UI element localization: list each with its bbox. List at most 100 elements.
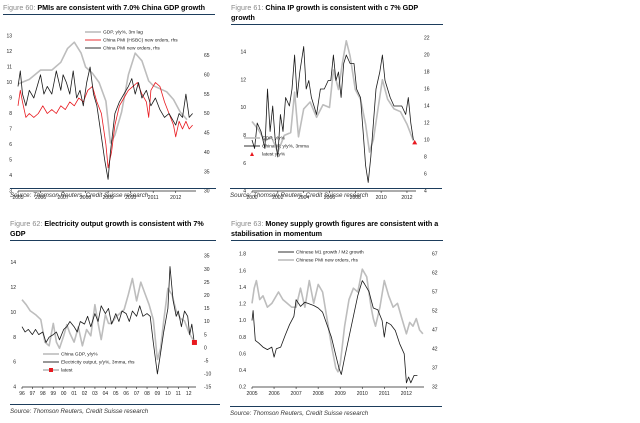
figure-60-number: Figure 60:: [3, 3, 36, 12]
left-y-tick-label: 5: [9, 158, 12, 164]
right-y-tick-label: 18: [424, 70, 430, 76]
figure-62-source: Source: Thomson Reuters, Credit Suisse r…: [10, 404, 220, 415]
right-y-tick-label: 6: [424, 172, 427, 178]
legend-label: China PMI new orders, rhs: [103, 46, 160, 52]
right-y-tick-label: 25: [204, 280, 210, 286]
x-tick-label: 2000: [246, 195, 257, 201]
x-tick-label: 02: [82, 391, 88, 397]
right-y-tick-label: 20: [424, 53, 430, 59]
x-tick-label: 2008: [80, 195, 91, 201]
right-y-tick-label: -15: [204, 385, 211, 391]
x-tick-label: 2006: [35, 195, 46, 201]
series-line-0: [21, 277, 194, 361]
right-y-tick-label: -5: [204, 359, 209, 365]
right-y-tick-label: 30: [204, 267, 210, 273]
legend-label: latest: [61, 368, 73, 374]
x-tick-label: 03: [92, 391, 98, 397]
figure-60-panel: Figure 60: PMIs are consistent with 7.0%…: [3, 3, 215, 15]
figure-60-title: Figure 60: PMIs are consistent with 7.0%…: [3, 3, 215, 15]
x-tick-label: 12: [186, 391, 192, 397]
x-tick-label: 2005: [246, 391, 257, 397]
right-y-tick-label: 45: [204, 131, 210, 137]
series-line-1: [21, 266, 195, 375]
figure-61-title: Figure 61: China IP growth is consistent…: [231, 3, 443, 25]
right-y-tick-label: 12: [424, 121, 430, 127]
right-y-tick-label: 55: [204, 92, 210, 98]
figure-61-panel: Figure 61: China IP growth is consistent…: [231, 3, 443, 25]
series-line-1: [17, 82, 193, 169]
figure-63-chart: 2005 2006 2007 2008 2009 2010 2011 2012 0.2 0.4 0.…: [239, 250, 438, 397]
x-tick-label: 2009: [103, 195, 114, 201]
x-tick-label: 2002: [272, 195, 283, 201]
right-y-tick-label: 14: [424, 104, 430, 110]
x-tick-label: 00: [61, 391, 67, 397]
left-y-tick-label: 0.6: [239, 351, 246, 357]
right-y-tick-label: 30: [204, 189, 210, 195]
left-y-tick-label: 1.2: [239, 302, 246, 308]
right-y-tick-label: -10: [204, 372, 211, 378]
figure-60-heading: PMIs are consistent with 7.0% China GDP …: [37, 3, 205, 12]
right-y-tick-label: 8: [424, 155, 427, 161]
x-tick-label: 2010: [376, 195, 387, 201]
left-y-tick-label: 12: [6, 49, 12, 55]
left-y-tick-label: 6: [13, 360, 16, 366]
right-y-tick-label: 60: [204, 72, 210, 78]
right-y-tick-label: 65: [204, 53, 210, 59]
left-y-tick-label: 4: [9, 173, 12, 179]
x-tick-label: 2010: [357, 391, 368, 397]
x-tick-label: 2012: [401, 391, 412, 397]
legend-label: China GDP, y/y%: [61, 352, 98, 358]
legend-label: China IP, y/y%, 3mma: [262, 144, 309, 150]
legend-label: Chinese M1 growth / M2 growth: [296, 250, 364, 256]
left-y-tick-label: 3: [9, 189, 12, 195]
x-tick-label: 09: [155, 391, 161, 397]
left-y-tick-label: 1.6: [239, 268, 246, 274]
figure-61-number: Figure 61:: [231, 3, 264, 12]
x-tick-label: 2005: [12, 195, 23, 201]
figure-62-number: Figure 62:: [10, 219, 43, 228]
left-y-tick-label: 1.0: [239, 318, 246, 324]
left-y-tick-label: 4: [243, 189, 246, 195]
left-y-tick-label: 9: [9, 96, 12, 102]
left-y-tick-label: 10: [240, 105, 246, 111]
left-y-tick-label: 7: [9, 127, 12, 133]
right-y-tick-label: 62: [432, 271, 438, 277]
x-tick-label: 99: [50, 391, 56, 397]
x-tick-label: 97: [30, 391, 36, 397]
left-y-tick-label: 1.4: [239, 285, 246, 291]
right-y-tick-label: 40: [204, 150, 210, 156]
left-y-tick-label: 0.8: [239, 335, 246, 341]
x-tick-label: 11: [176, 391, 181, 397]
right-y-tick-label: 5: [204, 332, 207, 338]
series-line-0: [17, 41, 188, 144]
x-tick-label: 2006: [324, 195, 335, 201]
x-tick-label: 2009: [335, 391, 346, 397]
figure-61-heading: China IP growth is consistent with c 7% …: [231, 3, 419, 22]
x-tick-label: 2012: [401, 195, 412, 201]
legend-label: Chinese PMI new orders, rhs: [296, 258, 358, 264]
left-y-tick-label: 6: [9, 142, 12, 148]
right-y-tick-label: 15: [204, 306, 210, 312]
latest-marker: [191, 339, 197, 345]
legend-label: GDP, y/y%: [262, 136, 286, 142]
x-tick-label: 01: [71, 391, 77, 397]
legend-label: China PMI (HSBC) new orders, rhs: [103, 38, 178, 44]
left-y-tick-label: 4: [13, 385, 16, 391]
x-tick-label: 06: [123, 391, 129, 397]
series-line-2: [17, 66, 193, 180]
right-y-tick-label: 32: [432, 385, 438, 391]
x-tick-label: 2006: [268, 391, 279, 397]
x-tick-label: 10: [165, 391, 171, 397]
series-line-1: [251, 46, 414, 183]
left-y-tick-label: 8: [13, 335, 16, 341]
right-y-tick-label: 20: [204, 293, 210, 299]
left-y-tick-label: 14: [10, 260, 16, 266]
right-y-tick-label: 10: [204, 319, 210, 325]
left-y-tick-label: 14: [240, 50, 246, 56]
x-tick-label: 2004: [298, 195, 309, 201]
right-y-tick-label: 0: [204, 345, 207, 351]
figure-63-number: Figure 63:: [231, 219, 264, 228]
x-tick-label: 96: [19, 391, 25, 397]
right-y-tick-label: 47: [432, 328, 438, 334]
x-tick-label: 2008: [350, 195, 361, 201]
